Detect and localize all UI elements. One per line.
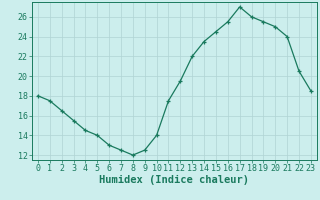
X-axis label: Humidex (Indice chaleur): Humidex (Indice chaleur) (100, 175, 249, 185)
